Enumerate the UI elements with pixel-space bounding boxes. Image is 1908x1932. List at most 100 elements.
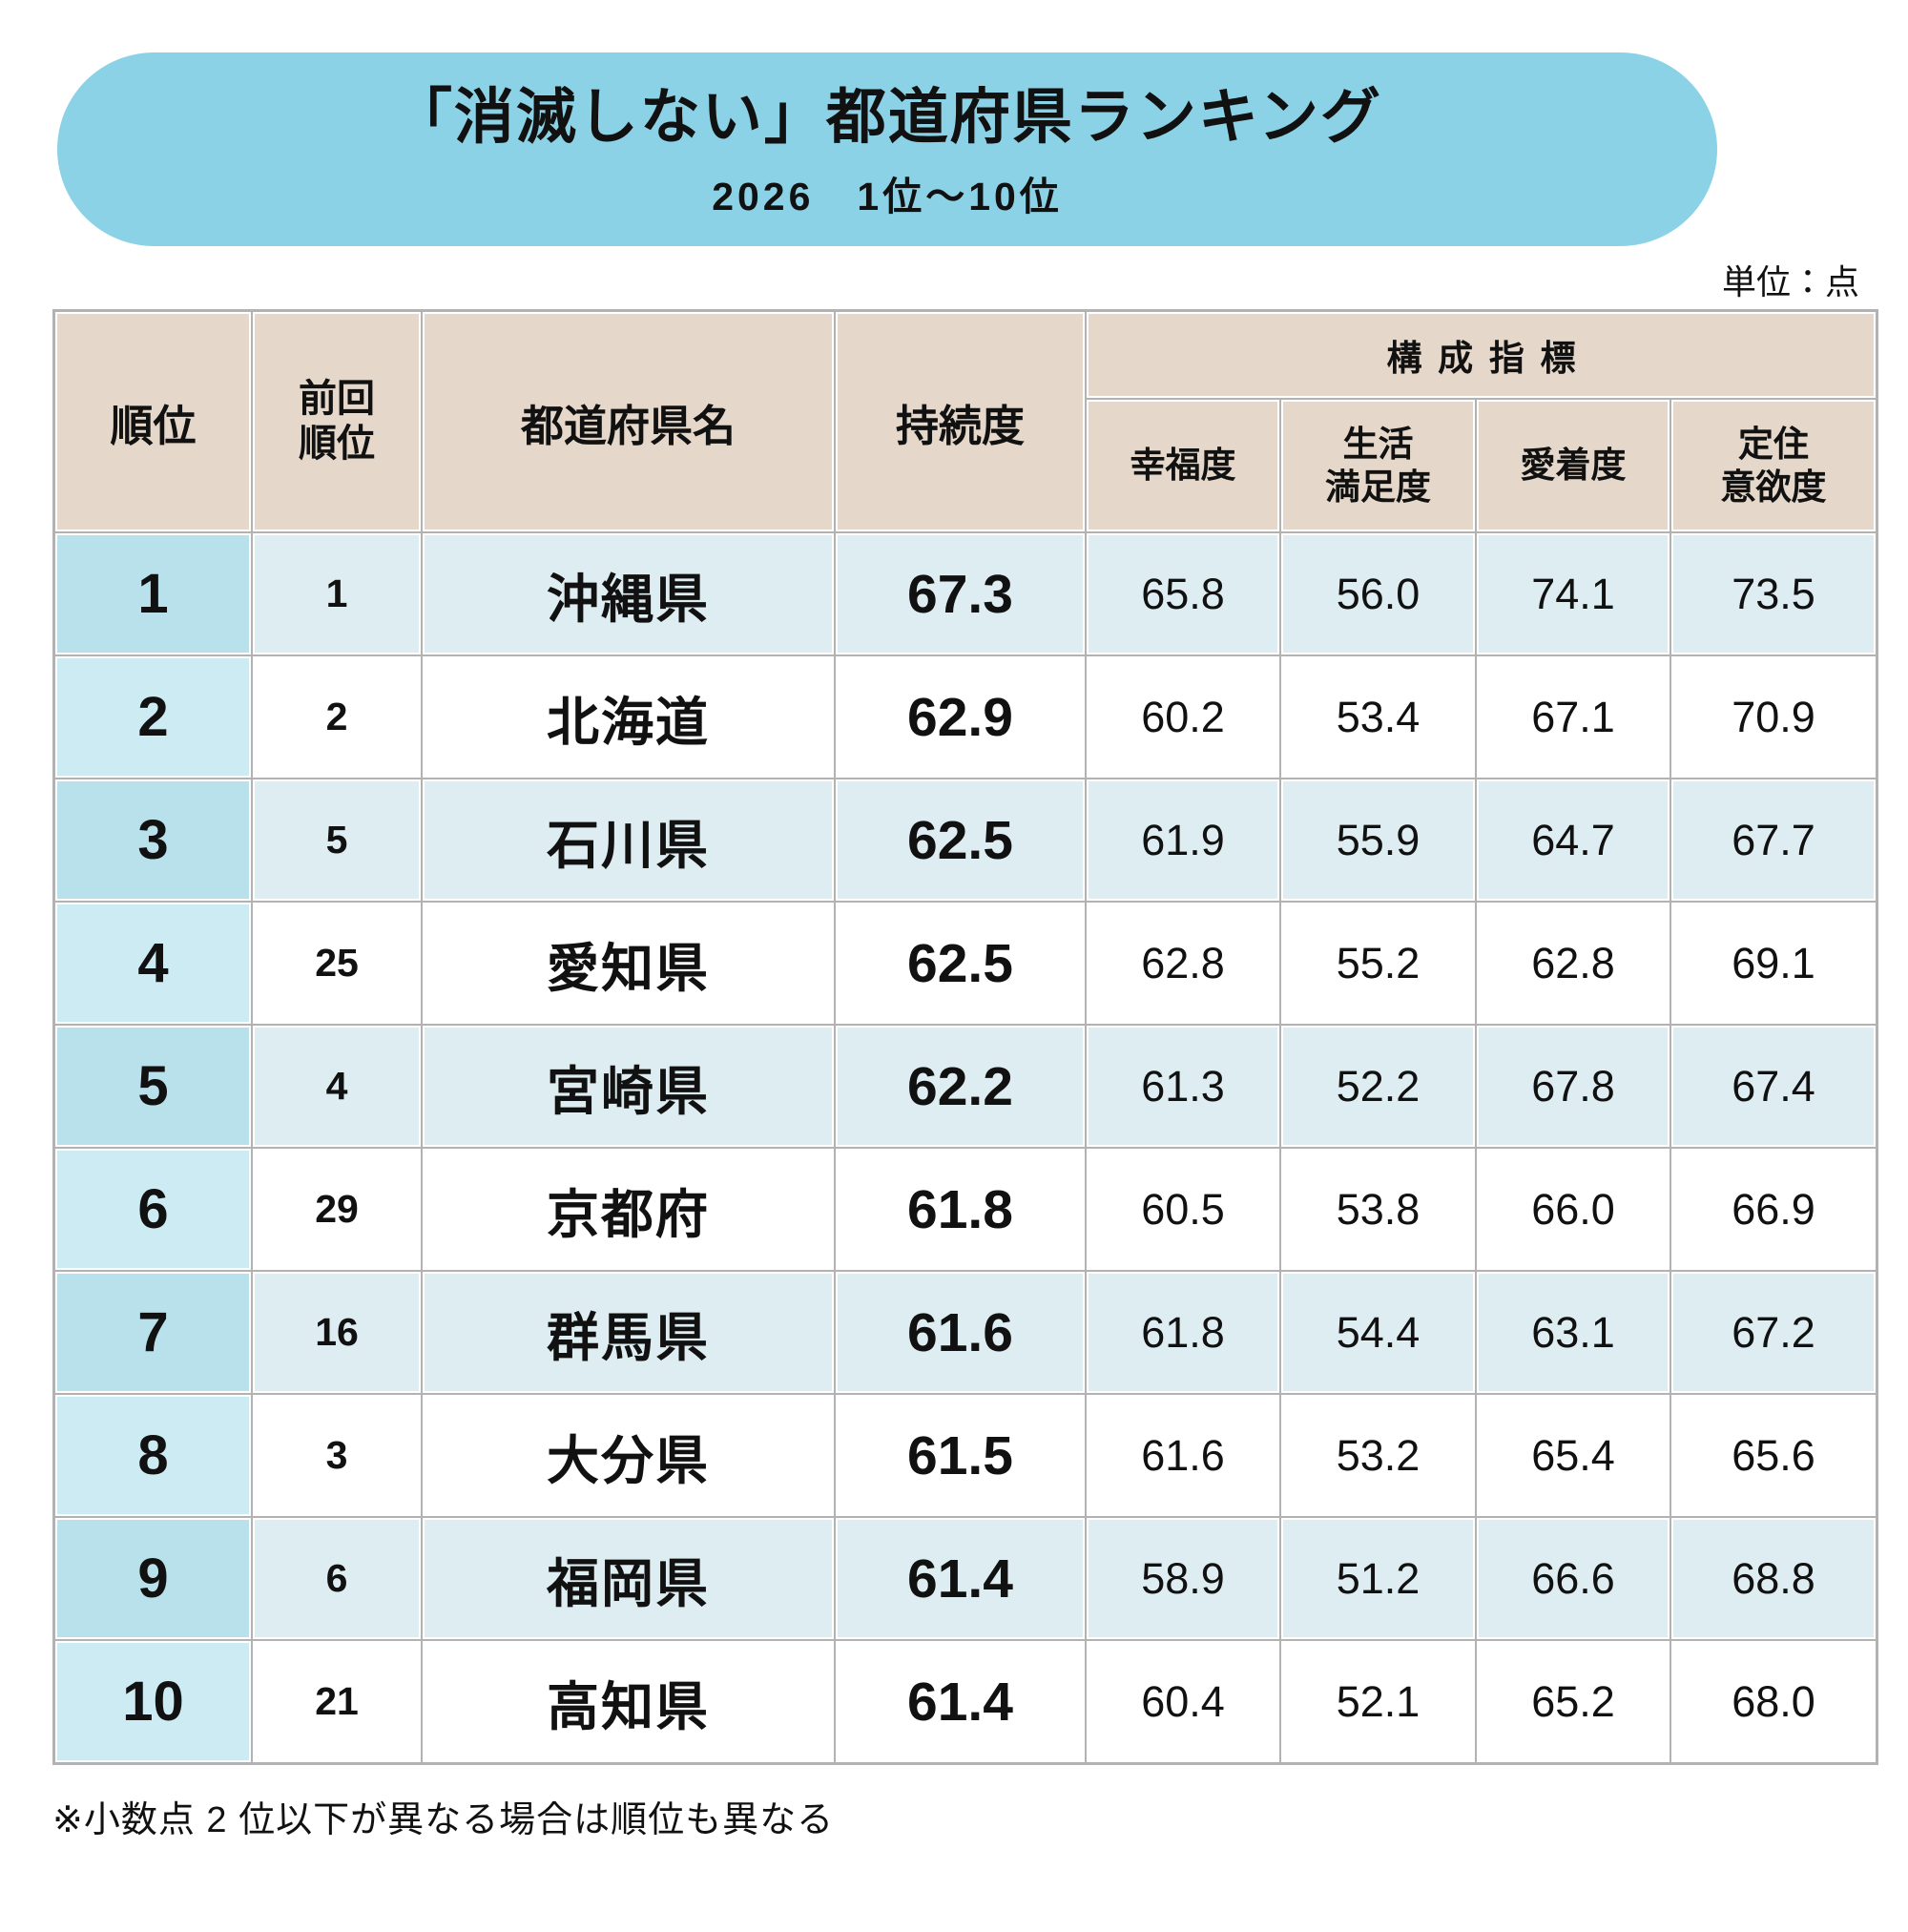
indicator-cell: 68.8 (1671, 1518, 1876, 1639)
header-sustainability: 持続度 (836, 312, 1085, 531)
indicator-cell: 69.1 (1671, 903, 1876, 1024)
table-row: 3 5 石川県 62.5 61.9 55.9 64.7 67.7 (55, 779, 1876, 901)
indicator-cell: 58.9 (1087, 1518, 1279, 1639)
prefecture-cell: 京都府 (423, 1149, 834, 1270)
rank-cell: 4 (55, 903, 251, 1024)
prev-rank-cell: 5 (253, 779, 421, 901)
indicator-cell: 65.2 (1477, 1641, 1670, 1762)
prefecture-cell: 高知県 (423, 1641, 834, 1762)
table-row: 1 1 沖縄県 67.3 65.8 56.0 74.1 73.5 (55, 533, 1876, 654)
rank-cell: 6 (55, 1149, 251, 1270)
indicator-cell: 66.0 (1477, 1149, 1670, 1270)
indicator-cell: 62.8 (1477, 903, 1670, 1024)
table-section: 単位：点 順位 前回 順位 都道府県名 持続度 構成指標 幸福度 生活 満足度 … (52, 261, 1878, 1765)
indicator-cell: 54.4 (1281, 1272, 1475, 1393)
indicator-cell: 73.5 (1671, 533, 1876, 654)
indicator-cell: 62.8 (1087, 903, 1279, 1024)
header-happiness: 幸福度 (1087, 400, 1279, 531)
indicator-cell: 74.1 (1477, 533, 1670, 654)
prev-rank-cell: 4 (253, 1026, 421, 1147)
indicator-cell: 61.3 (1087, 1026, 1279, 1147)
indicator-cell: 60.5 (1087, 1149, 1279, 1270)
prev-rank-cell: 21 (253, 1641, 421, 1762)
score-cell: 62.2 (836, 1026, 1085, 1147)
score-cell: 61.8 (836, 1149, 1085, 1270)
rank-cell: 7 (55, 1272, 251, 1393)
score-cell: 61.4 (836, 1518, 1085, 1639)
prev-rank-cell: 6 (253, 1518, 421, 1639)
indicator-cell: 66.6 (1477, 1518, 1670, 1639)
rank-cell: 5 (55, 1026, 251, 1147)
score-cell: 62.5 (836, 779, 1085, 901)
indicator-cell: 67.1 (1477, 656, 1670, 778)
indicator-cell: 61.9 (1087, 779, 1279, 901)
score-cell: 62.9 (836, 656, 1085, 778)
prefecture-cell: 群馬県 (423, 1272, 834, 1393)
indicator-cell: 60.2 (1087, 656, 1279, 778)
indicator-cell: 53.4 (1281, 656, 1475, 778)
prev-rank-cell: 1 (253, 533, 421, 654)
indicator-cell: 53.8 (1281, 1149, 1475, 1270)
rank-cell: 9 (55, 1518, 251, 1639)
indicator-cell: 61.8 (1087, 1272, 1279, 1393)
header-indicator-group: 構成指標 (1087, 312, 1876, 398)
prefecture-cell: 愛知県 (423, 903, 834, 1024)
indicator-cell: 70.9 (1671, 656, 1876, 778)
indicator-cell: 56.0 (1281, 533, 1475, 654)
header-row-sub: 幸福度 生活 満足度 愛着度 定住 意欲度 (55, 400, 1876, 531)
header-attachment: 愛着度 (1477, 400, 1670, 531)
table-row: 10 21 高知県 61.4 60.4 52.1 65.2 68.0 (55, 1641, 1876, 1762)
table-row: 6 29 京都府 61.8 60.5 53.8 66.0 66.9 (55, 1149, 1876, 1270)
table-row: 2 2 北海道 62.9 60.2 53.4 67.1 70.9 (55, 656, 1876, 778)
prefecture-cell: 沖縄県 (423, 533, 834, 654)
prefecture-cell: 大分県 (423, 1395, 834, 1516)
indicator-cell: 67.8 (1477, 1026, 1670, 1147)
rank-cell: 8 (55, 1395, 251, 1516)
table-row: 5 4 宮崎県 62.2 61.3 52.2 67.8 67.4 (55, 1026, 1876, 1147)
prev-rank-cell: 16 (253, 1272, 421, 1393)
header-settlement-intent: 定住 意欲度 (1671, 400, 1876, 531)
indicator-cell: 53.2 (1281, 1395, 1475, 1516)
indicator-cell: 61.6 (1087, 1395, 1279, 1516)
score-cell: 61.5 (836, 1395, 1085, 1516)
table-row: 8 3 大分県 61.5 61.6 53.2 65.4 65.6 (55, 1395, 1876, 1516)
indicator-cell: 55.9 (1281, 779, 1475, 901)
indicator-cell: 64.7 (1477, 779, 1670, 901)
prev-rank-cell: 29 (253, 1149, 421, 1270)
indicator-cell: 51.2 (1281, 1518, 1475, 1639)
score-cell: 61.6 (836, 1272, 1085, 1393)
indicator-cell: 65.6 (1671, 1395, 1876, 1516)
table-row: 7 16 群馬県 61.6 61.8 54.4 63.1 67.2 (55, 1272, 1876, 1393)
rank-cell: 2 (55, 656, 251, 778)
rank-cell: 10 (55, 1641, 251, 1762)
indicator-cell: 65.4 (1477, 1395, 1670, 1516)
indicator-cell: 60.4 (1087, 1641, 1279, 1762)
indicator-cell: 67.2 (1671, 1272, 1876, 1393)
prev-rank-cell: 25 (253, 903, 421, 1024)
prefecture-cell: 石川県 (423, 779, 834, 901)
unit-note: 単位：点 (1721, 262, 1859, 301)
footnote: ※小数点 2 位以下が異なる場合は順位も異なる (52, 1800, 835, 1840)
prefecture-cell: 北海道 (423, 656, 834, 778)
indicator-cell: 63.1 (1477, 1272, 1670, 1393)
indicator-cell: 67.7 (1671, 779, 1876, 901)
table-row: 4 25 愛知県 62.5 62.8 55.2 62.8 69.1 (55, 903, 1876, 1024)
indicator-cell: 68.0 (1671, 1641, 1876, 1762)
indicator-cell: 52.2 (1281, 1026, 1475, 1147)
score-cell: 61.4 (836, 1641, 1085, 1762)
header-life-satisfaction: 生活 満足度 (1281, 400, 1475, 531)
score-cell: 62.5 (836, 903, 1085, 1024)
rank-cell: 3 (55, 779, 251, 901)
indicator-cell: 65.8 (1087, 533, 1279, 654)
table-row: 9 6 福岡県 61.4 58.9 51.2 66.6 68.8 (55, 1518, 1876, 1639)
indicator-cell: 66.9 (1671, 1149, 1876, 1270)
header-rank: 順位 (55, 312, 251, 531)
indicator-cell: 67.4 (1671, 1026, 1876, 1147)
rank-cell: 1 (55, 533, 251, 654)
header-row-group: 順位 前回 順位 都道府県名 持続度 構成指標 (55, 312, 1876, 531)
header-prev-rank: 前回 順位 (253, 312, 421, 531)
prefecture-cell: 福岡県 (423, 1518, 834, 1639)
title-banner: 「消滅しない」都道府県ランキング 2026 1位～10位 (57, 52, 1717, 246)
indicator-cell: 55.2 (1281, 903, 1475, 1024)
prev-rank-cell: 3 (253, 1395, 421, 1516)
